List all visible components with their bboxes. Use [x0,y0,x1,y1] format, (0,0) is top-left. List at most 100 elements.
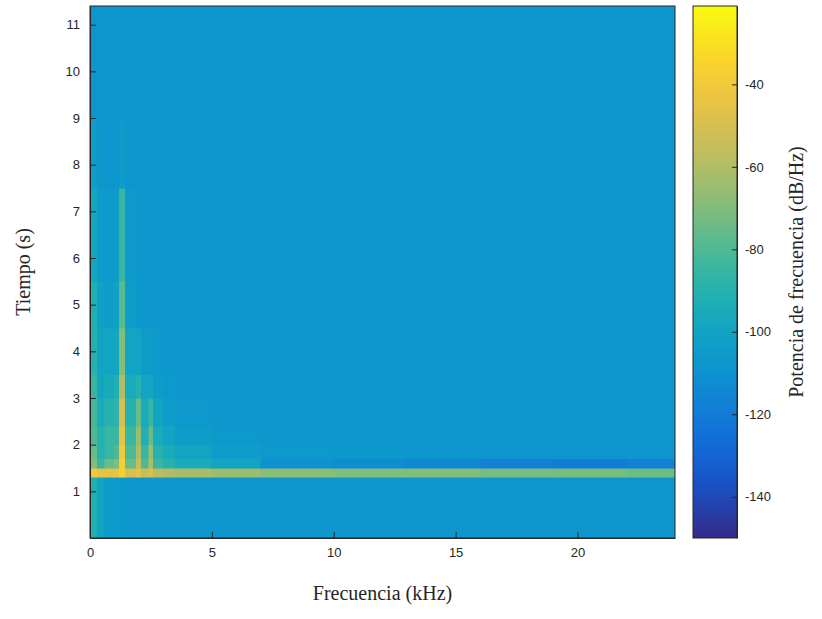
cell [97,426,104,445]
cell [114,281,119,328]
cell [114,398,119,426]
y-tick-label: 10 [66,64,80,79]
cell [136,445,141,459]
cell [626,188,675,281]
cell [334,6,407,118]
cell [136,477,141,538]
x-tick-label: 15 [449,545,463,560]
y-tick-mark [90,305,96,306]
y-axis-title: Tiempo (s) [12,228,35,316]
cell [119,426,125,445]
cell [261,6,334,118]
y-tick: 9 [73,111,96,126]
cell [141,375,148,398]
cell [125,459,136,468]
cell [212,328,261,375]
cell [105,445,115,459]
y-tick-label: 2 [73,437,80,452]
cell [212,445,261,459]
cell [141,6,148,118]
y-tick: 2 [73,437,96,452]
cell [153,118,163,188]
cell [136,188,141,281]
cell [119,281,125,328]
colorbar-tick-mark [732,497,737,498]
cell [97,328,104,375]
cell [261,459,334,468]
y-tick: 4 [73,344,96,359]
y-tick-label: 11 [67,17,81,32]
cell [97,188,104,281]
cell [212,468,261,477]
colorbar-tick-mark [732,414,737,415]
cell [175,188,212,281]
cell [553,375,626,398]
cell [136,281,141,328]
cell [136,468,141,477]
cell [334,477,407,538]
cell [125,328,136,375]
cell [553,281,626,328]
cell [480,281,553,328]
cell [114,468,119,477]
cell [119,328,125,375]
colorbar-tick: -40 [732,77,764,92]
cell [212,188,261,281]
cell [97,118,104,188]
cell [149,398,154,426]
cell [553,118,626,188]
cell [141,281,148,328]
cell [149,459,154,468]
cell [125,118,136,188]
cell [125,281,136,328]
colorbar-tick-label: -100 [745,324,771,339]
cell [119,188,125,281]
colorbar-axis: -140-120-100-80-60-40 [732,7,771,539]
cell [175,328,212,375]
cell [407,281,480,328]
cell [553,188,626,281]
cell [334,426,407,445]
y-tick-mark [90,258,96,259]
cell [141,459,148,468]
y-tick: 10 [66,64,96,79]
cell [407,477,480,538]
cell [407,445,480,459]
cell [149,445,154,459]
cell [626,445,675,459]
y-tick-mark [90,165,96,166]
cell [553,6,626,118]
cell [480,459,553,468]
cell [90,459,97,468]
cell [480,375,553,398]
cell [334,459,407,468]
cell [212,459,261,468]
cell [163,398,175,426]
cell [97,6,104,118]
cell [553,459,626,468]
colorbar-tick: -140 [732,489,771,504]
cell [149,6,154,118]
cell [334,118,407,188]
y-tick: 11 [67,17,97,32]
y-tick: 6 [73,251,96,266]
y-tick-mark [90,71,96,72]
cell [125,6,136,118]
cell [626,459,675,468]
cell [90,426,97,445]
cell [97,477,104,538]
cell [175,468,212,477]
cell [141,426,148,445]
cell [114,328,119,375]
cell [480,398,553,426]
cell [119,468,125,477]
cell [163,477,175,538]
x-axis-line [91,538,676,539]
cell [114,188,119,281]
cell [153,328,163,375]
cell [153,426,163,445]
cell [136,118,141,188]
cell [114,426,119,445]
cell [553,477,626,538]
colorbar-tick-mark [732,167,737,168]
